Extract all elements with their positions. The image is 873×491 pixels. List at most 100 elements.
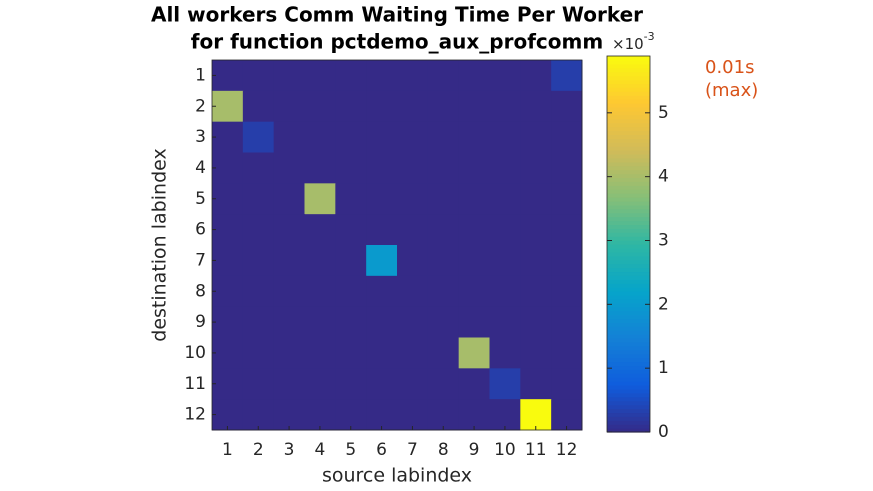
colorbar-segment [607, 228, 650, 233]
colorbar-segment [607, 185, 650, 190]
heatmap-cell [520, 214, 552, 246]
heatmap-cell [458, 214, 490, 246]
colorbar-segment [607, 424, 650, 429]
colorbar-segment [607, 314, 650, 320]
colorbar-tick-label: 2 [658, 294, 669, 314]
y-tick-label: 12 [184, 405, 206, 425]
heatmap-cell [489, 60, 521, 92]
heatmap-cell [242, 399, 275, 431]
colorbar-segment [607, 385, 650, 390]
heatmap-cell [458, 121, 490, 153]
colorbar-segment [607, 240, 650, 245]
x-tick-label: 7 [407, 440, 418, 460]
heatmap-cell [427, 245, 460, 277]
heatmap-cell [242, 183, 275, 215]
heatmap-cell [304, 121, 336, 153]
y-tick-label: 4 [195, 158, 206, 178]
heatmap-cell [304, 60, 336, 92]
x-tick-label: 12 [556, 440, 578, 460]
x-tick-label: 2 [253, 440, 264, 460]
colorbar-segment [607, 388, 650, 394]
heatmap-cell [427, 306, 460, 338]
x-tick-label: 9 [469, 440, 480, 460]
colorbar-segment [607, 381, 650, 386]
heatmap-cell [335, 399, 367, 431]
colorbar-segment [607, 63, 650, 69]
x-tick-label: 4 [315, 440, 326, 460]
heatmap-cell [212, 183, 244, 215]
heatmap-cell [304, 245, 336, 277]
y-tick-label: 2 [195, 96, 206, 116]
colorbar-segment [607, 130, 650, 135]
heatmap-cell [520, 245, 552, 277]
y-tick-label: 8 [195, 281, 206, 301]
colorbar-segment [607, 247, 650, 253]
y-tick-label: 11 [184, 374, 206, 394]
colorbar-segment [607, 396, 650, 402]
heatmap-cell [489, 183, 521, 215]
colorbar-segment [607, 244, 650, 249]
heatmap-cell [551, 245, 583, 277]
heatmap-cell [212, 121, 244, 153]
colorbar-segment [607, 103, 650, 108]
heatmap-cell [551, 90, 583, 123]
heatmap-cell [427, 337, 460, 369]
annotation: (max) [705, 80, 758, 101]
colorbar-segment [607, 75, 650, 81]
heatmap-cell [304, 337, 336, 369]
colorbar-segment [607, 161, 650, 167]
colorbar-segment [607, 318, 650, 323]
colorbar-segment [607, 353, 650, 359]
x-tick-label: 8 [438, 440, 449, 460]
heatmap-cell [273, 306, 305, 338]
heatmap-cell [458, 90, 490, 123]
colorbar-segment [607, 236, 650, 241]
heatmap-cell [273, 152, 305, 184]
heatmap-cell [273, 121, 305, 153]
colorbar-segment [607, 126, 650, 132]
heatmap-cell [458, 60, 490, 92]
colorbar-segment [607, 157, 650, 163]
heatmap-cell [273, 337, 305, 369]
heatmap-cell [489, 90, 521, 123]
heatmap-cell [212, 399, 244, 431]
colorbar-segment [607, 377, 650, 382]
colorbar-segment [607, 283, 650, 288]
colorbar-segment [607, 287, 650, 292]
heatmap-cell [366, 245, 398, 277]
y-axis-label: destination labindex [149, 148, 171, 341]
colorbar-segment [607, 330, 650, 335]
colorbar-segment [607, 177, 650, 182]
heatmap-cell [397, 90, 429, 123]
heatmap-cell [335, 90, 367, 123]
heatmap-cell [242, 121, 275, 153]
x-tick-label: 1 [222, 440, 233, 460]
heatmap-cell [212, 337, 244, 369]
heatmap-cell [489, 306, 521, 338]
heatmap-cell [551, 275, 583, 308]
colorbar-tick-label: 3 [658, 230, 669, 250]
colorbar-segment [607, 216, 650, 222]
heatmap-cell [335, 245, 367, 277]
heatmap-cell [273, 214, 305, 246]
heatmap-cell [335, 275, 367, 308]
heatmap-cell [366, 306, 398, 338]
heatmap-cell [304, 275, 336, 308]
heatmap-cell [242, 275, 275, 308]
heatmap-cell [242, 368, 275, 400]
heatmap-cell [520, 183, 552, 215]
heatmap-cell [458, 306, 490, 338]
heatmap-cell [212, 245, 244, 277]
colorbar-segment [607, 357, 650, 363]
colorbar-segment [607, 146, 650, 151]
heatmap-cell [304, 214, 336, 246]
heatmap-cell [212, 214, 244, 246]
heatmap-cell [366, 152, 398, 184]
colorbar-segment [607, 134, 650, 139]
heatmap-cell [489, 275, 521, 308]
heatmap-cell [335, 306, 367, 338]
colorbar-segment [607, 361, 650, 367]
heatmap-cell [366, 368, 398, 400]
heatmap-cell [397, 152, 429, 184]
colorbar-segment [607, 291, 650, 296]
